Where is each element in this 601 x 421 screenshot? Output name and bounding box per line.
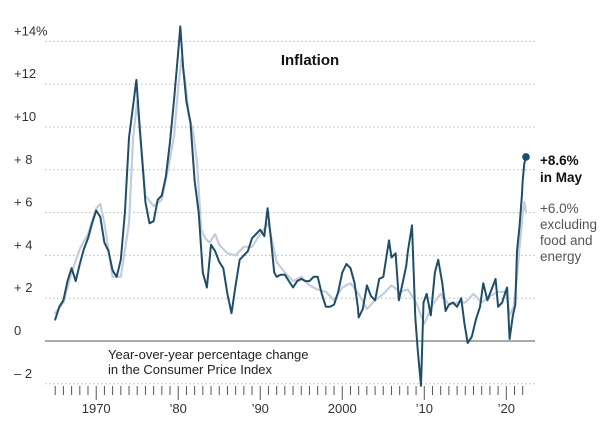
headline-annotation-line-1: +8.6% <box>540 153 579 168</box>
y-axis: +14% +12 +10 + 8 + 6 + 4 + 2 0 – 2 <box>14 23 48 380</box>
x-tick-label: ’90 <box>252 401 269 416</box>
series-line-all-items <box>54 25 527 387</box>
y-tick-label: – 2 <box>14 366 32 381</box>
y-tick-label: + 8 <box>14 152 32 167</box>
chart-title: Inflation <box>281 52 339 69</box>
core-annotation-line-4: energy <box>540 249 582 264</box>
y-tick-label: + 4 <box>14 237 32 252</box>
x-axis: 1970 ’80 ’90 2000 ’10 ’20 <box>54 386 524 416</box>
y-tick-label: +14% <box>14 23 48 38</box>
x-tick-label: ’10 <box>416 401 433 416</box>
y-tick-label: 0 <box>14 323 21 338</box>
chart-note-line-1: Year-over-year percentage change <box>108 347 308 362</box>
x-tick-label: ’80 <box>170 401 187 416</box>
headline-annotation-line-2: in May <box>540 170 583 185</box>
core-annotation-line-3: food and <box>540 233 593 248</box>
core-annotation-line-1: +6.0% <box>540 201 579 216</box>
gridlines <box>45 40 535 385</box>
y-tick-label: +10 <box>14 109 36 124</box>
series-lines <box>54 25 528 387</box>
latest-value-marker <box>522 153 530 161</box>
x-tick-label: 2000 <box>328 401 357 416</box>
y-tick-label: +12 <box>14 66 36 81</box>
chart-note-line-2: in the Consumer Price Index <box>108 362 273 377</box>
core-annotation-line-2: excluding <box>540 217 597 232</box>
x-tick-label: ’20 <box>498 401 515 416</box>
y-tick-label: + 6 <box>14 195 32 210</box>
x-tick-label: 1970 <box>82 401 111 416</box>
y-tick-label: + 2 <box>14 280 32 295</box>
